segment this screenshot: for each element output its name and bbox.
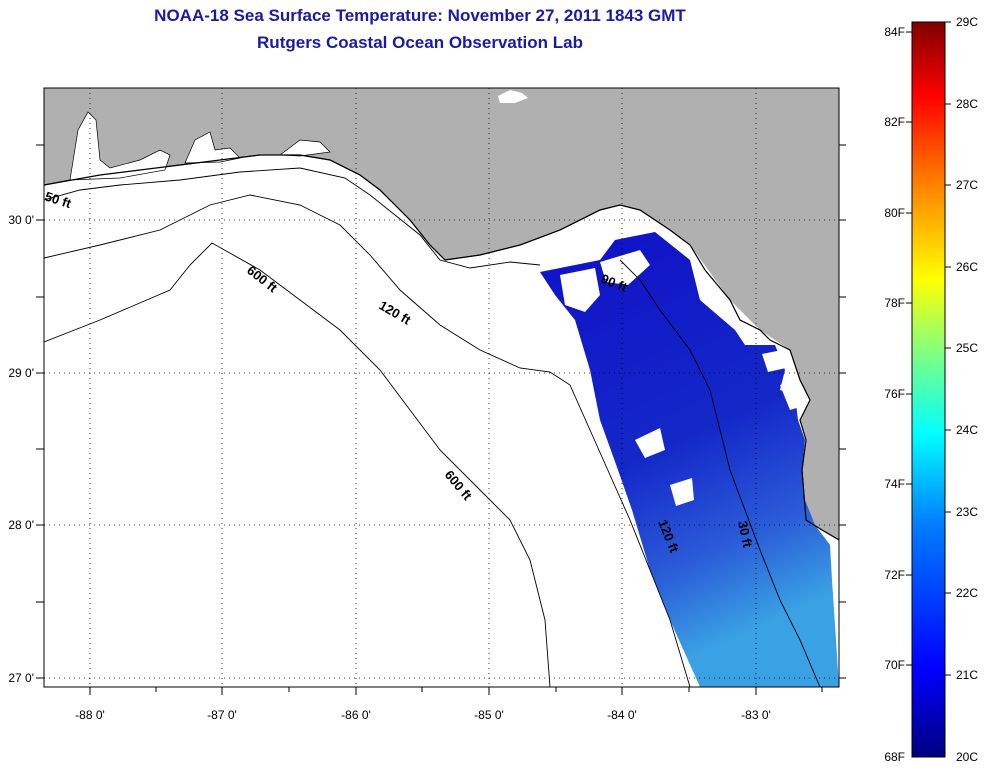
contour-30ft (619, 259, 821, 687)
colorbar-f-label: 78F (884, 296, 905, 310)
contour-50ft (44, 167, 541, 269)
axis-ticks (36, 144, 846, 695)
colorbar-c-label: 20C (956, 750, 978, 764)
map-subtitle: Rutgers Coastal Ocean Observation Lab (257, 33, 583, 52)
cloud-patch (762, 350, 786, 372)
colorbar-f-label: 80F (884, 206, 905, 220)
contour-label-30ft: 30 ft (735, 520, 755, 550)
colorbar-f-label: 76F (884, 387, 905, 401)
lake-area (498, 90, 528, 103)
colorbar-f-label: 70F (884, 658, 905, 672)
cloud-patch (600, 250, 650, 285)
lat-tick-label: 30 0' (8, 213, 34, 227)
colorbar-ticks (906, 21, 951, 676)
map-title: NOAA-18 Sea Surface Temperature: Novembe… (154, 6, 686, 25)
lat-tick-label: 27 0' (8, 671, 34, 685)
colorbar-c-label: 26C (956, 260, 978, 274)
lon-tick-label: -87 0' (207, 708, 237, 722)
colorbar-f-label: 68F (884, 750, 905, 764)
colorbar-f-label: 72F (884, 568, 905, 582)
colorbar-f-label: 82F (884, 115, 905, 129)
colorbar-c-label: 29C (956, 15, 978, 29)
map-frame (43, 87, 840, 688)
colorbar-c-label: 23C (956, 505, 978, 519)
cloud-patch (780, 380, 806, 410)
cloud-patch (560, 268, 600, 312)
colorbar-f-label: 74F (884, 477, 905, 491)
coastline (44, 154, 839, 541)
bay-area (184, 131, 241, 164)
colorbar-c-label: 21C (956, 668, 978, 682)
lon-tick-label: -84 0' (607, 708, 637, 722)
lon-tick-label: -88 0' (75, 708, 105, 722)
colorbar-c-label: 27C (956, 178, 978, 192)
lon-tick-label: -83 0' (741, 708, 771, 722)
contour-120ft (44, 194, 691, 687)
cloud-patch (635, 428, 665, 458)
lon-tick-label: -86 0' (341, 708, 371, 722)
sst-data-swath (540, 232, 839, 687)
lat-tick-label: 28 0' (8, 518, 34, 532)
cloud-patch (670, 478, 694, 506)
bay-area (69, 111, 171, 181)
colorbar-gradient (911, 21, 946, 758)
colorbar-f-label: 84F (884, 25, 905, 39)
lat-tick-label: 29 0' (8, 366, 34, 380)
colorbar-c-label: 28C (956, 97, 978, 111)
bay-area (279, 139, 331, 157)
contour-600ft (44, 242, 551, 687)
lon-tick-label: -85 0' (474, 708, 504, 722)
colorbar-c-label: 22C (956, 586, 978, 600)
colorbar-c-label: 25C (956, 341, 978, 355)
colorbar-c-label: 24C (956, 423, 978, 437)
